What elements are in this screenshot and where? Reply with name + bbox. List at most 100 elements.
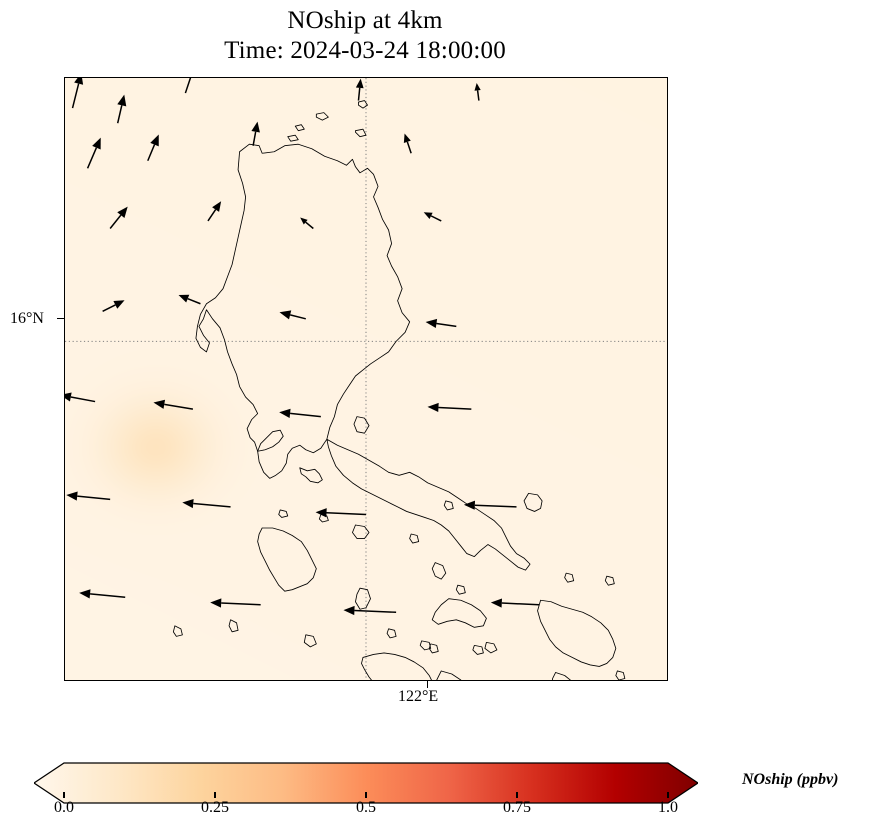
- quiver-tail: [184, 78, 192, 94]
- coastline-path: [353, 416, 370, 434]
- quiver-tail: [430, 215, 442, 222]
- quiver-tail: [354, 609, 397, 614]
- coastline-path: [299, 467, 323, 484]
- coastline-path: [537, 599, 617, 667]
- coastline-path: [326, 438, 531, 571]
- quiver-head: [178, 294, 190, 303]
- x-axis-label-122e: 122°E: [398, 688, 439, 705]
- coastline-path: [361, 652, 432, 680]
- coastline-path: [355, 128, 367, 138]
- quiver-head: [403, 133, 411, 143]
- quiver-tail: [71, 83, 80, 109]
- coastline-path: [615, 670, 626, 680]
- coastline-path: [409, 533, 420, 544]
- quiver-tail: [501, 602, 540, 606]
- coastline-path: [358, 100, 368, 109]
- colorbar: [34, 760, 698, 806]
- quiver-tail: [406, 141, 412, 154]
- colorbar-tick-label: 0.25: [201, 799, 229, 816]
- colorbar-body: [34, 762, 698, 804]
- quiver-tail: [326, 511, 367, 516]
- quiver-tail: [438, 406, 472, 410]
- colorbar-tick-label: 1.0: [658, 799, 678, 816]
- quiver-tail: [187, 297, 201, 305]
- coastline-path: [172, 625, 183, 637]
- quiver-head: [474, 83, 481, 91]
- quiver-head: [427, 402, 439, 413]
- quiver-tail: [77, 495, 111, 501]
- wind-quiver-arrows: [65, 78, 540, 616]
- quiver-tail: [252, 131, 257, 146]
- quiver-tail: [164, 403, 194, 410]
- quiver-head: [490, 598, 502, 608]
- quiver-head: [315, 508, 327, 518]
- coastline-path: [436, 670, 462, 680]
- title-line-variable: NOship at 4km: [287, 7, 443, 34]
- quiver-head: [423, 212, 433, 219]
- title-line-time: Time: 2024-03-24 18:00:00: [224, 37, 506, 64]
- quiver-tail: [86, 147, 98, 169]
- coastline-path: [278, 509, 289, 518]
- map-overlay: [65, 78, 667, 680]
- quiver-tail: [193, 502, 231, 508]
- quiver-tail: [436, 322, 457, 328]
- coastline-path: [523, 492, 543, 512]
- coastline-path: [294, 124, 305, 132]
- coastline-path: [604, 575, 615, 586]
- quiver-tail: [102, 304, 116, 312]
- colorbar-tick-label: 0.0: [54, 799, 74, 816]
- coastline-path: [386, 628, 397, 639]
- coastline-path: [257, 429, 284, 452]
- y-axis-tick-16n: [57, 317, 64, 319]
- colorbar-tick: [667, 792, 669, 798]
- colorbar-tick: [63, 792, 65, 798]
- map-plot-area[interactable]: [64, 77, 668, 681]
- coastline-path: [257, 527, 317, 592]
- coastline-path: [355, 587, 371, 610]
- colorbar-tick-label: 0.75: [503, 799, 531, 816]
- quiver-tail: [476, 90, 480, 101]
- coastline-path: [228, 619, 239, 633]
- colorbar-ticks: 0.0 0.25 0.5 0.75 1.0: [34, 792, 698, 822]
- y-axis-label-16n: 16°N: [10, 310, 44, 327]
- quiver-head: [463, 500, 476, 510]
- quiver-head: [117, 206, 128, 219]
- quiver-head: [279, 408, 291, 418]
- quiver-head: [79, 589, 91, 599]
- quiver-head: [150, 134, 159, 147]
- x-axis-tick-122e: [427, 681, 429, 688]
- figure-title: NOship at 4km Time: 2024-03-24 18:00:00: [0, 6, 730, 66]
- quiver-head: [117, 94, 127, 107]
- quiver-head: [251, 121, 260, 133]
- quiver-head: [343, 605, 355, 616]
- coastline-path: [455, 584, 466, 595]
- coastline-path: [419, 640, 432, 651]
- coastline-path: [315, 112, 329, 121]
- quiver-head: [279, 310, 292, 320]
- coastline-path: [195, 143, 411, 479]
- coastline-path: [472, 644, 484, 655]
- quiver-head: [92, 137, 101, 150]
- quiver-head: [182, 498, 194, 509]
- colorbar-tick-label: 0.5: [356, 799, 376, 816]
- colorbar-tick: [365, 792, 367, 798]
- quiver-tail: [109, 214, 122, 229]
- quiver-tail: [289, 314, 306, 320]
- coastline-path: [431, 598, 487, 628]
- quiver-head: [66, 491, 78, 501]
- quiver-tail: [116, 105, 123, 124]
- coastline-path: [352, 524, 370, 539]
- coastline-path: [303, 634, 317, 648]
- quiver-tail: [474, 504, 517, 508]
- quiver-tail: [207, 209, 217, 222]
- quiver-tail: [357, 87, 361, 101]
- colorbar-tick: [214, 792, 216, 798]
- quiver-tail: [70, 396, 96, 403]
- coastline-path: [287, 134, 299, 142]
- quiver-head: [300, 217, 308, 225]
- coastline-path: [484, 641, 498, 654]
- colorbar-gradient: [34, 762, 698, 804]
- quiver-head: [113, 300, 125, 309]
- quiver-head: [65, 392, 72, 402]
- coastlines: [172, 100, 626, 680]
